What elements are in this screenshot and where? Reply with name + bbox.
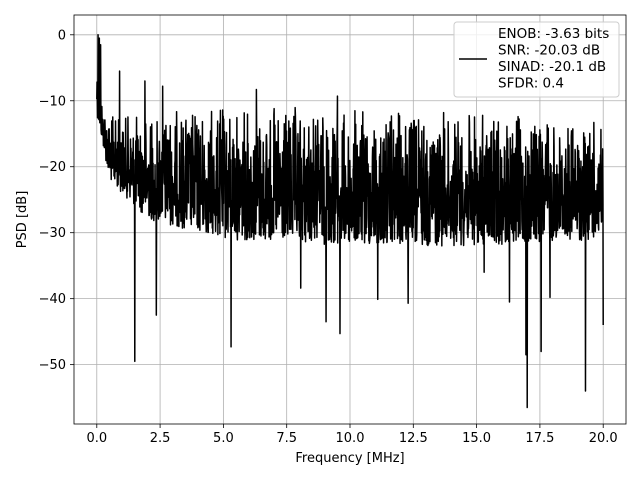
x-tick-label: 17.5 [525,431,554,446]
series-layer [96,34,604,409]
psd-series-line [96,34,604,409]
legend-entry-enob: ENOB: -3.63 bits [498,26,609,42]
y-tick-label: −30 [39,226,66,241]
legend-entry-sinad: SINAD: -20.1 dB [498,59,606,75]
y-tick-label: −20 [39,160,66,175]
legend: ENOB: -3.63 bits SNR: -20.03 dB SINAD: -… [453,21,620,98]
x-tick-label: 7.5 [276,431,297,446]
legend-box [453,21,620,98]
y-tick-label: −50 [39,358,66,373]
x-tick-label: 20.0 [589,431,618,446]
y-tick-label: −10 [39,94,66,109]
y-tick-label: 0 [58,28,66,43]
ticks: 0.0 2.5 5.0 7.5 10.0 12.5 15.0 17.5 20.0 0 −10 −20 −… [39,28,618,446]
x-tick-label: 15.0 [462,431,491,446]
x-tick-label: 5.0 [213,431,234,446]
legend-entry-snr: SNR: -20.03 dB [498,43,600,59]
y-axis-label: PSD [dB] [15,191,30,249]
x-tick-label: 0.0 [86,431,107,446]
x-tick-label: 2.5 [150,431,171,446]
y-tick-label: −40 [39,292,66,307]
x-axis-label: Frequency [MHz] [295,451,404,466]
legend-entry-sfdr: SFDR: 0.4 [498,76,564,92]
x-tick-label: 12.5 [399,431,428,446]
x-tick-label: 10.0 [336,431,365,446]
